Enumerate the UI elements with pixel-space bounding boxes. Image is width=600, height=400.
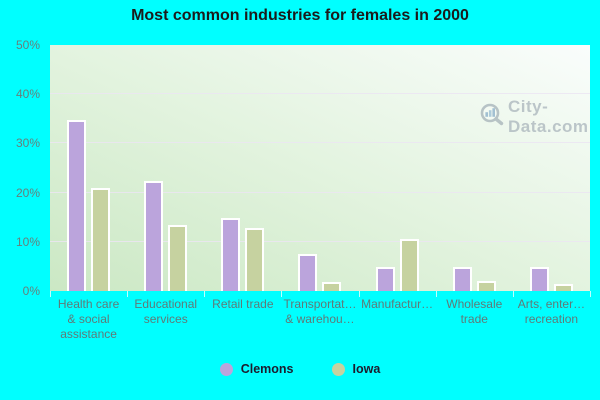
plot-area: City-Data.com	[50, 45, 590, 291]
legend-item-iowa: Iowa	[331, 362, 381, 376]
legend: Clemons Iowa	[0, 362, 600, 376]
bar-clemons-7	[529, 267, 549, 291]
y-tick-label: 50%	[15, 38, 40, 52]
bar-iowa-4	[322, 282, 342, 291]
y-tick-label: 0%	[22, 284, 40, 298]
y-tick-label: 20%	[15, 185, 40, 200]
bar-group	[436, 45, 513, 291]
bar-clemons-1	[67, 119, 87, 291]
chart-title: Most common industries for females in 20…	[131, 7, 469, 24]
bar-group	[513, 45, 590, 291]
bar-clemons-6	[452, 267, 472, 291]
watermark: City-Data.com	[479, 97, 590, 137]
bar-iowa-1	[91, 187, 111, 291]
x-axis-label: Educational services	[134, 297, 198, 326]
bar-clemons-4	[298, 254, 318, 291]
bar-iowa-5	[399, 238, 419, 291]
x-tick	[50, 291, 51, 297]
x-tick	[435, 291, 437, 297]
x-axis-label: Retail trade	[212, 297, 274, 311]
x-tick	[204, 291, 206, 297]
x-tick	[590, 291, 591, 297]
bar-group	[281, 45, 358, 291]
bar-group	[204, 45, 281, 291]
bar-iowa-3	[245, 227, 265, 291]
legend-marker-clemons	[219, 362, 233, 376]
x-axis-label: Wholesale trade	[446, 297, 503, 326]
bar-iowa-7	[553, 284, 573, 291]
x-axis-label: Transportat… & warehou…	[283, 297, 357, 326]
x-tick	[358, 291, 360, 297]
gridline	[50, 191, 590, 193]
x-tick	[512, 291, 514, 297]
bar-group	[359, 45, 436, 291]
legend-item-clemons: Clemons	[219, 362, 294, 376]
watermark-text: City-Data.com	[508, 97, 589, 136]
gridline	[50, 93, 590, 95]
magnifier-bar-chart-icon	[479, 102, 505, 133]
gridline	[50, 142, 590, 144]
x-axis-labels: Health care & social assistance Education…	[50, 297, 590, 342]
y-tick-label: 40%	[15, 87, 40, 102]
bar-iowa-2	[168, 225, 188, 291]
y-tick-label: 10%	[15, 234, 40, 249]
bar-group	[127, 45, 204, 291]
x-tick	[281, 291, 283, 297]
x-tick	[127, 291, 129, 297]
x-ticks	[50, 291, 591, 297]
gridline	[50, 240, 590, 242]
bar-groups	[50, 45, 590, 291]
bar-group	[50, 45, 127, 291]
bar-iowa-6	[476, 281, 496, 291]
bar-clemons-5	[375, 267, 395, 291]
x-axis-label: Arts, enter… recreation	[517, 297, 586, 326]
legend-marker-iowa	[331, 362, 345, 376]
legend-label: Iowa	[352, 362, 381, 376]
bar-clemons-3	[221, 218, 241, 291]
bar-clemons-2	[144, 180, 164, 291]
x-axis-label: Manufactur…	[361, 297, 434, 311]
y-tick-label: 30%	[15, 136, 40, 151]
legend-label: Clemons	[240, 362, 294, 376]
x-axis-label: Health care & social assistance	[57, 297, 120, 341]
y-axis-labels: 0% 10% 20% 30% 40% 50%	[0, 38, 45, 298]
